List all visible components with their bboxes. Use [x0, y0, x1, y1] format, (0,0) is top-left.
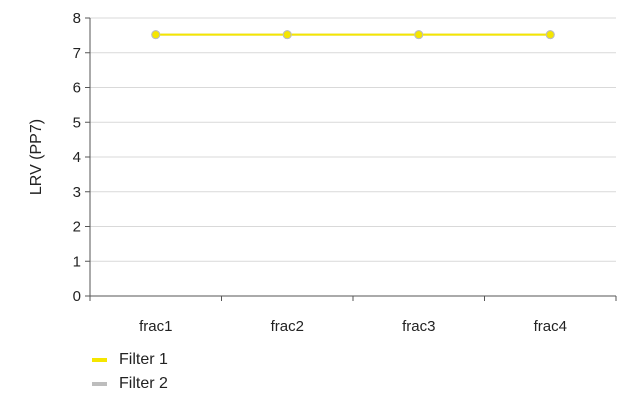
legend-swatch-filter-2 — [92, 382, 107, 386]
y-tick-label: 2 — [73, 219, 81, 236]
x-tick-labels: frac1 frac2 frac3 frac4 — [139, 318, 567, 335]
y-tick-label: 7 — [73, 45, 81, 62]
x-tick-label: frac1 — [139, 318, 172, 335]
y-tick-label: 1 — [73, 253, 81, 270]
data-point-filter-1 — [414, 30, 424, 40]
legend-item-filter-1: Filter 1 — [92, 348, 168, 372]
x-tick-label: frac3 — [402, 318, 435, 335]
y-tick-label: 3 — [73, 184, 81, 201]
legend-label-filter-1: Filter 1 — [119, 351, 168, 368]
legend-label-filter-2: Filter 2 — [119, 375, 168, 392]
y-axis-title: LRV (PP7) — [28, 119, 45, 195]
x-tick-label: frac4 — [534, 318, 567, 335]
gridlines — [90, 17, 616, 262]
y-tick-label: 5 — [73, 114, 81, 131]
y-tick-labels: 0 1 2 3 4 5 6 7 8 — [73, 10, 81, 305]
series-lines — [151, 30, 555, 40]
axes — [85, 17, 617, 301]
legend: Filter 1 Filter 2 — [92, 348, 168, 396]
data-point-filter-1 — [545, 30, 555, 40]
y-tick-label: 8 — [73, 10, 81, 27]
legend-item-filter-2: Filter 2 — [92, 372, 168, 396]
legend-swatch-filter-1 — [92, 358, 107, 362]
line-chart: 0 1 2 3 4 5 6 7 8 frac1 frac2 frac3 frac4 LRV (PP7) — [28, 10, 617, 335]
y-tick-label: 4 — [73, 149, 81, 166]
data-point-filter-1 — [151, 30, 161, 40]
x-tick-label: frac2 — [271, 318, 304, 335]
data-point-filter-1 — [282, 30, 292, 40]
y-tick-label: 6 — [73, 80, 81, 97]
y-tick-label: 0 — [73, 288, 81, 305]
